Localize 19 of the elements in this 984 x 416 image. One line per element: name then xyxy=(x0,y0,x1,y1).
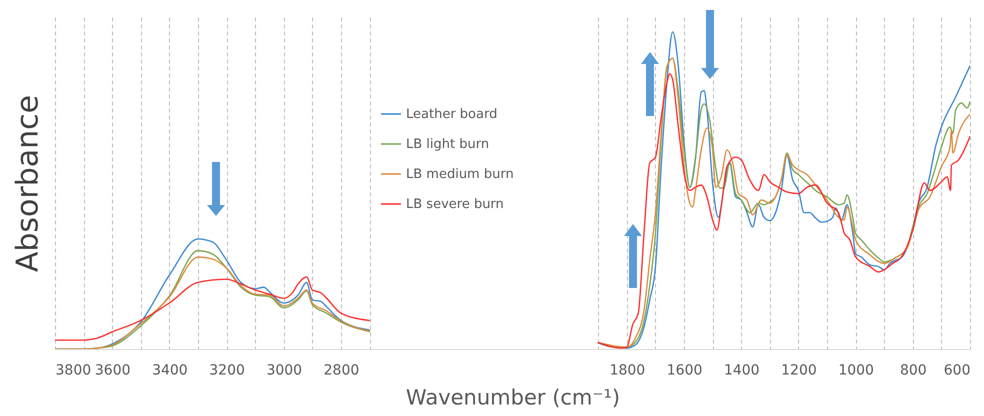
x-tick-label: 3600 xyxy=(94,362,131,378)
x-tick-label: 800 xyxy=(900,362,927,378)
y-axis-title: Absorbance xyxy=(10,94,46,272)
x-tick-label: 3000 xyxy=(266,362,302,378)
x-tick-label: 1400 xyxy=(724,362,760,378)
legend-label: LB light burn xyxy=(406,137,490,152)
x-tick-label: 1600 xyxy=(666,362,702,378)
legend-label: LB severe burn xyxy=(406,197,504,212)
x-tick-label: 3200 xyxy=(209,362,245,378)
x-tick-label: 1800 xyxy=(610,362,646,378)
x-tick-label: 2800 xyxy=(324,362,360,378)
x-tick-label: 3800 xyxy=(56,362,92,378)
legend-label: Leather board xyxy=(406,107,498,122)
x-tick-label: 1200 xyxy=(781,362,817,378)
x-axis-title: Wavenumber (cm⁻¹) xyxy=(406,386,620,410)
legend-label: LB medium burn xyxy=(406,167,514,182)
x-tick-label: 3400 xyxy=(152,362,188,378)
x-tick-label: 1000 xyxy=(838,362,874,378)
x-tick-label: 600 xyxy=(944,362,970,378)
